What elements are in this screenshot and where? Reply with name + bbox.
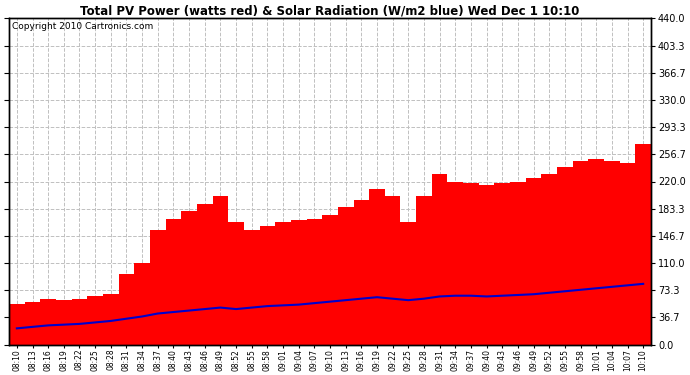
Bar: [620, 163, 635, 345]
Bar: [589, 159, 604, 345]
Title: Total PV Power (watts red) & Solar Radiation (W/m2 blue) Wed Dec 1 10:10: Total PV Power (watts red) & Solar Radia…: [80, 4, 580, 17]
Bar: [228, 222, 244, 345]
Bar: [103, 294, 119, 345]
Bar: [150, 230, 166, 345]
Bar: [479, 185, 495, 345]
Bar: [166, 219, 181, 345]
Bar: [526, 178, 542, 345]
Bar: [416, 196, 432, 345]
Bar: [213, 196, 228, 345]
Bar: [322, 215, 338, 345]
Bar: [400, 222, 416, 345]
Bar: [181, 211, 197, 345]
Bar: [40, 298, 56, 345]
Bar: [72, 298, 88, 345]
Bar: [573, 161, 589, 345]
Bar: [119, 274, 135, 345]
Bar: [432, 174, 447, 345]
Bar: [604, 161, 620, 345]
Bar: [369, 189, 385, 345]
Bar: [259, 226, 275, 345]
Bar: [353, 200, 369, 345]
Bar: [88, 297, 103, 345]
Bar: [635, 144, 651, 345]
Bar: [463, 183, 479, 345]
Bar: [25, 302, 40, 345]
Bar: [495, 183, 510, 345]
Bar: [244, 230, 259, 345]
Bar: [557, 166, 573, 345]
Bar: [9, 304, 25, 345]
Bar: [542, 174, 557, 345]
Text: Copyright 2010 Cartronics.com: Copyright 2010 Cartronics.com: [12, 22, 153, 31]
Bar: [197, 204, 213, 345]
Bar: [447, 182, 463, 345]
Bar: [338, 207, 353, 345]
Bar: [56, 300, 72, 345]
Bar: [291, 220, 306, 345]
Bar: [510, 182, 526, 345]
Bar: [306, 219, 322, 345]
Bar: [385, 196, 400, 345]
Bar: [135, 263, 150, 345]
Bar: [275, 222, 291, 345]
